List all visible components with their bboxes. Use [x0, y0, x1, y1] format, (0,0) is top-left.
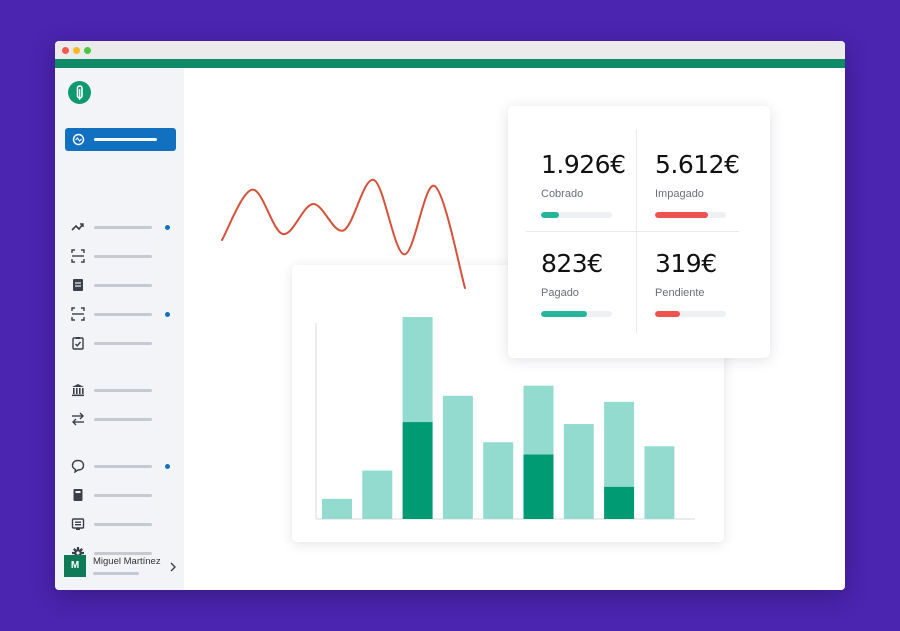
receipt-icon: [71, 278, 85, 292]
avatar: M: [64, 555, 86, 577]
bar-dark-6[interactable]: [523, 454, 554, 519]
sidebar-item-books[interactable]: [71, 487, 181, 503]
trend-line-chart: [221, 179, 466, 289]
bar-dark-8[interactable]: [604, 486, 635, 519]
bar-light-9[interactable]: [644, 446, 675, 519]
bar-light-5[interactable]: [483, 442, 514, 519]
bar-light-8[interactable]: [604, 401, 635, 487]
stat-value: 1.926€: [541, 150, 626, 179]
stat-label: Impagado: [655, 188, 704, 200]
bar-light-1[interactable]: [322, 498, 352, 519]
dashboard-main: 1.926€ Cobrado 5.612€ Impagado 823€ Paga…: [184, 68, 845, 590]
bar-light-3[interactable]: [402, 317, 433, 423]
sidebar-item-bank[interactable]: [71, 382, 181, 398]
stat-impagado[interactable]: 5.612€ Impagado: [655, 150, 765, 240]
chat-icon: [71, 459, 85, 474]
stat-progress-track: [655, 311, 726, 317]
sidebar-item-scan[interactable]: [71, 248, 181, 264]
brand-logo-icon[interactable]: [68, 81, 91, 104]
stat-progress-track: [541, 311, 612, 317]
stat-progress-fill: [655, 212, 709, 218]
bar-light-4[interactable]: [442, 395, 473, 519]
sidebar-item-label-placeholder: [94, 226, 152, 229]
stat-label: Cobrado: [541, 188, 584, 200]
book-icon: [71, 488, 85, 502]
stat-value: 823€: [541, 249, 603, 278]
stats-divider-horizontal: [526, 231, 739, 232]
stat-progress-track: [655, 212, 726, 218]
bar-chart: [315, 317, 695, 520]
stat-label: Pagado: [541, 287, 579, 299]
sidebar-item-label-placeholder: [94, 138, 157, 141]
stat-cobrado[interactable]: 1.926€ Cobrado: [541, 150, 651, 240]
chevron-right-icon[interactable]: [168, 560, 178, 572]
trending-icon: [71, 220, 85, 234]
dashboard-icon: [72, 133, 85, 146]
maximize-window-button[interactable]: [84, 47, 91, 54]
bar-light-7[interactable]: [563, 424, 594, 519]
minimize-window-button[interactable]: [73, 47, 80, 54]
scan-icon: [71, 307, 85, 321]
notification-dot: [165, 312, 170, 317]
sidebar-item-label-placeholder: [94, 389, 152, 392]
bar-dark-3[interactable]: [402, 422, 433, 519]
sidebar-item-label-placeholder: [94, 465, 152, 468]
sidebar-item-transfers[interactable]: [71, 411, 181, 427]
sidebar-item-label-placeholder: [94, 494, 152, 497]
sidebar-item-label-placeholder: [94, 418, 152, 421]
stats-card: 1.926€ Cobrado 5.612€ Impagado 823€ Paga…: [508, 106, 770, 358]
user-name: Miguel Martínez: [93, 556, 161, 567]
stat-pendiente[interactable]: 319€ Pendiente: [655, 249, 765, 339]
sidebar-item-label-placeholder: [94, 255, 152, 258]
sidebar-item-label-placeholder: [94, 523, 152, 526]
stat-progress-track: [541, 212, 612, 218]
sidebar-item-inbox[interactable]: [71, 516, 181, 532]
trend-line: [221, 179, 466, 289]
app-window: M Miguel Martínez 1.926€ Cobrado 5.612€ …: [55, 41, 845, 590]
stat-progress-fill: [541, 311, 588, 317]
scan-icon: [71, 249, 85, 263]
stat-value: 319€: [655, 249, 717, 278]
close-window-button[interactable]: [62, 47, 69, 54]
sidebar-item-dashboard[interactable]: [65, 128, 176, 151]
sidebar-item-messages[interactable]: [71, 458, 181, 474]
sidebar-item-trending[interactable]: [71, 219, 181, 235]
stat-progress-fill: [541, 212, 559, 218]
notification-dot: [165, 225, 170, 230]
bar-light-2[interactable]: [362, 470, 393, 519]
bar-light-6[interactable]: [523, 385, 554, 455]
inbox-icon: [71, 517, 85, 531]
title-bar: [55, 41, 845, 59]
transfer-icon: [71, 412, 85, 426]
stat-label: Pendiente: [655, 287, 705, 299]
gear-icon: [71, 546, 85, 560]
clipboard-check-icon: [71, 336, 85, 350]
bank-icon: [71, 383, 85, 397]
stat-value: 5.612€: [655, 150, 740, 179]
user-subtitle-placeholder: [93, 572, 139, 575]
top-accent-stripe: [55, 59, 845, 68]
sidebar-item-settings[interactable]: [71, 545, 181, 561]
notification-dot: [165, 464, 170, 469]
sidebar-item-label-placeholder: [94, 313, 152, 316]
sidebar-item-label-placeholder: [94, 284, 152, 287]
sidebar-item-label-placeholder: [94, 552, 152, 555]
sidebar-item-receipts[interactable]: [71, 277, 181, 293]
sidebar-item-tasks[interactable]: [71, 335, 181, 351]
sidebar-item-scan-documents[interactable]: [71, 306, 181, 322]
stat-progress-fill: [655, 311, 680, 317]
user-profile[interactable]: M Miguel Martínez: [64, 555, 182, 581]
stat-pagado[interactable]: 823€ Pagado: [541, 249, 651, 339]
sidebar: M Miguel Martínez: [55, 68, 184, 590]
sidebar-item-label-placeholder: [94, 342, 152, 345]
